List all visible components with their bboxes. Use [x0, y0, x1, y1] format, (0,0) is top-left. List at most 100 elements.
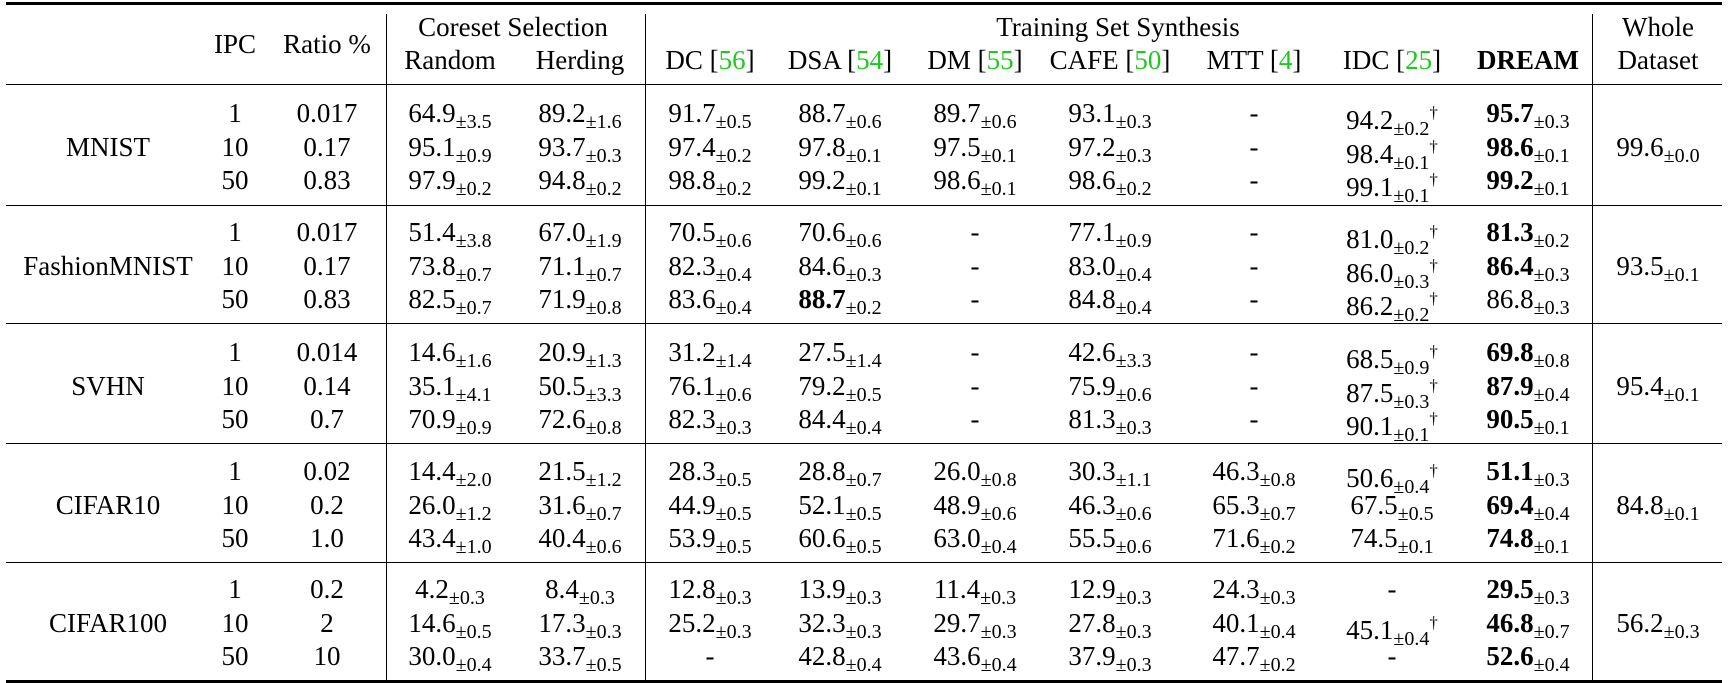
mean-value: - [1249, 337, 1259, 367]
mean-value: 28.3 [668, 456, 716, 486]
std-value: ±0.3 [1393, 390, 1430, 413]
mean-value: 33.7 [538, 641, 586, 671]
cell-herding: 40.4±0.6 [538, 523, 621, 562]
cell-dsa: 60.6±0.5 [798, 523, 881, 562]
mean-value: 28.8 [798, 456, 846, 486]
citation-link[interactable]: 55 [986, 45, 1014, 75]
std-value: ±0.1 [1533, 144, 1570, 167]
std-value: ±0.6 [1115, 383, 1152, 406]
mean-value: - [1249, 370, 1259, 401]
std-value: ±0.3 [715, 620, 752, 643]
std-value: ±0.1 [1397, 536, 1434, 558]
ratio-value: 0.17 [303, 131, 351, 162]
mean-value: 76.1 [668, 370, 716, 401]
cell-idc: 86.2±0.2† [1346, 284, 1438, 330]
mean-value: 89.2 [538, 98, 586, 128]
mean-value: 50.5 [538, 370, 586, 401]
std-value: ±1.9 [585, 230, 622, 252]
std-value: ±0.5 [715, 536, 752, 558]
dataset-name: CIFAR100 [48, 607, 168, 638]
dataset-name: FashionMNIST [23, 250, 193, 281]
cell-random: 14.4±2.0 [408, 456, 491, 495]
cell-cafe: 84.8±0.4 [1068, 284, 1151, 323]
mean-value: 69.4 [1486, 489, 1534, 520]
cell-cafe: 83.0±0.4 [1068, 251, 1151, 290]
bracket: [ [1396, 45, 1406, 75]
std-value: ±0.3 [845, 620, 882, 643]
std-value: ±0.2 [1115, 178, 1152, 200]
cell-dc: - [706, 641, 715, 671]
std-value: ±1.0 [455, 536, 492, 558]
citation-link[interactable]: 4 [1278, 45, 1293, 75]
std-value: ±0.3 [1115, 417, 1152, 439]
header-training-set-synthesis: Training Set Synthesis [996, 12, 1240, 42]
cell-dream: 51.1±0.3 [1486, 456, 1569, 495]
std-value: ±0.8 [1259, 469, 1296, 491]
cell-random: 82.5±0.7 [408, 284, 491, 323]
mean-value: - [1249, 250, 1259, 281]
cell-dsa: 32.3±0.3 [798, 608, 881, 647]
cell-dm: 11.4±0.3 [934, 574, 1016, 613]
mean-value: - [1249, 284, 1259, 314]
mean-value: 97.2 [1068, 131, 1116, 162]
mean-value: 26.0 [933, 456, 981, 486]
cell-herding: 72.6±0.8 [538, 404, 621, 443]
mean-value: - [1387, 574, 1397, 604]
cell-dsa: 84.4±0.4 [798, 404, 881, 443]
cell-random: 51.4±3.8 [408, 217, 491, 256]
std-value: ±0.3 [585, 144, 622, 167]
cell-cafe: 12.9±0.3 [1068, 574, 1151, 613]
std-value: ±0.1 [980, 178, 1017, 200]
std-value: ±2.0 [455, 469, 492, 491]
header-random: Random [404, 45, 496, 75]
std-value: ±0.2 [1259, 654, 1296, 676]
citation-link[interactable]: 54 [856, 45, 884, 75]
ratio-value: 0.17 [303, 250, 351, 281]
mean-value: 70.5 [668, 217, 716, 247]
cell-dm: - [971, 217, 980, 247]
citation-link[interactable]: 25 [1405, 45, 1433, 75]
std-value: ±0.4 [455, 654, 492, 676]
cell-dm: - [971, 371, 980, 401]
cell-cafe: 37.9±0.3 [1068, 641, 1151, 680]
mean-value: 52.1 [798, 489, 846, 520]
citation-link[interactable]: 56 [718, 45, 746, 75]
cell-idc: 98.4±0.1† [1346, 132, 1438, 178]
std-value: ±0.1 [1533, 536, 1570, 558]
std-value: ±1.1 [1115, 469, 1152, 491]
mean-value: 71.6 [1212, 523, 1260, 553]
cell-dsa: 28.8±0.7 [798, 456, 881, 495]
std-value: ±0.2 [715, 144, 752, 167]
cell-herding: 33.7±0.5 [538, 641, 621, 680]
mean-value: 14.4 [408, 456, 456, 486]
mean-value: 82.3 [668, 404, 716, 434]
cell-dc: 53.9±0.5 [668, 523, 751, 562]
mean-value: 93.5 [1616, 250, 1664, 281]
cell-dsa: 70.6±0.6 [798, 217, 881, 256]
cell-dc: 31.2±1.4 [668, 337, 751, 376]
ipc-value: 10 [221, 370, 249, 401]
std-value: ±0.6 [585, 536, 622, 558]
cell-herding: 67.0±1.9 [538, 217, 621, 256]
mean-value: 26.0 [408, 489, 456, 520]
bracket: [ [847, 45, 857, 75]
cell-dm: - [971, 404, 980, 434]
cell-dm: 89.7±0.6 [933, 98, 1016, 137]
std-value: ±0.3 [1115, 144, 1152, 167]
cell-dm: 29.7±0.3 [933, 608, 1016, 647]
mean-value: 29.7 [933, 607, 981, 638]
std-value: ±1.6 [585, 111, 622, 133]
mean-value: - [970, 404, 980, 434]
ratio-value: 0.7 [310, 404, 344, 434]
ipc-value: 50 [221, 641, 249, 671]
mean-value: 40.1 [1212, 607, 1260, 638]
mean-value: 45.1 [1346, 614, 1394, 645]
mean-value: 87.9 [1486, 370, 1534, 401]
std-value: ±0.8 [980, 469, 1017, 491]
mean-value: 46.3 [1212, 456, 1260, 486]
ipc-value: 10 [221, 489, 249, 520]
bracket: ] [883, 45, 893, 75]
mean-value: - [970, 337, 980, 367]
citation-link[interactable]: 50 [1134, 45, 1162, 75]
mean-value: 24.3 [1212, 574, 1260, 604]
